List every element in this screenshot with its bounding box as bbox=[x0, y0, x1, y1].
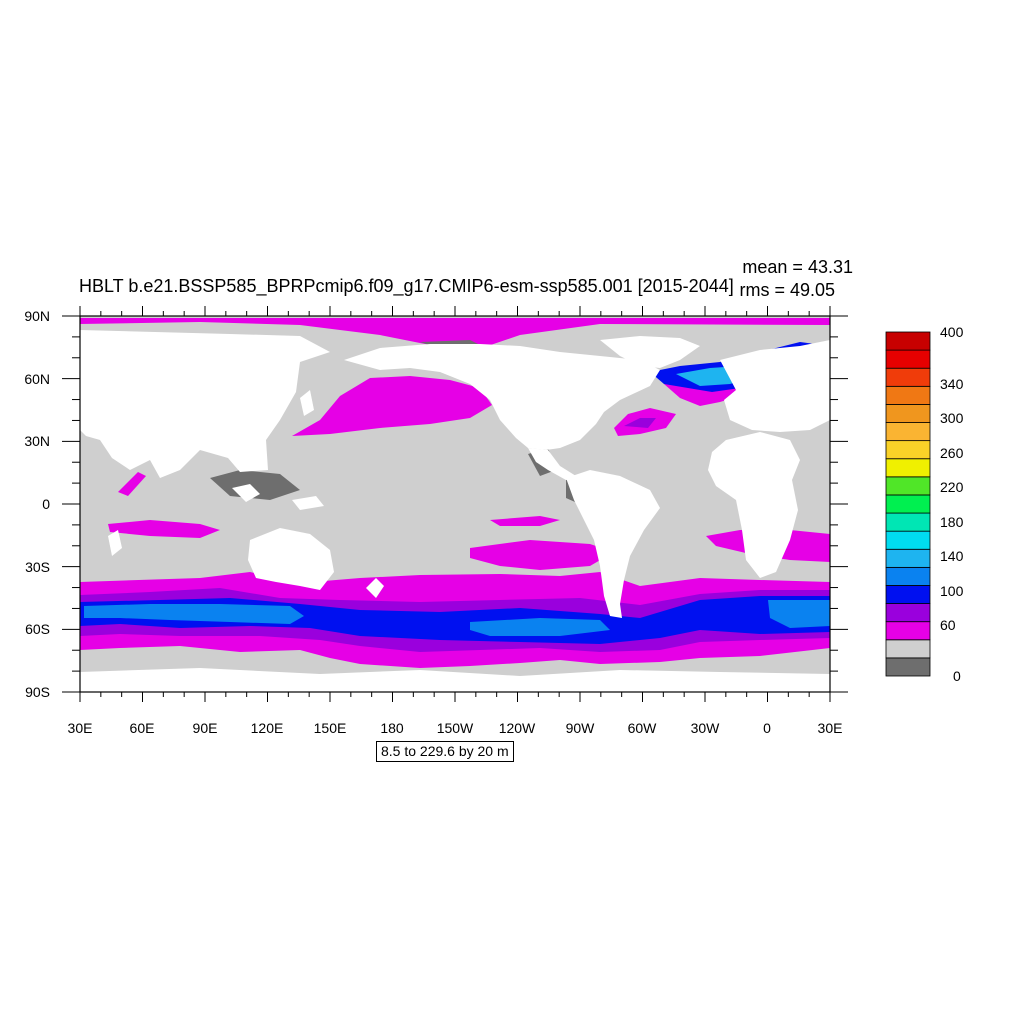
lat-label-90s: 90S bbox=[25, 684, 50, 700]
land-antarctica bbox=[80, 668, 830, 692]
lat-label-90n: 90N bbox=[24, 308, 50, 324]
lat-label-60n: 60N bbox=[24, 371, 50, 387]
lon-label-120w: 120W bbox=[498, 720, 536, 736]
land-south-america bbox=[566, 470, 660, 618]
colorbar-label-340: 340 bbox=[940, 376, 964, 392]
lon-label-30w: 30W bbox=[690, 720, 720, 736]
colorbar-label-300: 300 bbox=[940, 410, 964, 426]
colorbar-label-180: 180 bbox=[940, 514, 964, 530]
colorbar-box bbox=[885, 331, 931, 351]
lon-label-30e-east: 30E bbox=[817, 720, 843, 736]
lat-label-30s: 30S bbox=[25, 559, 50, 575]
colorbar-box bbox=[885, 512, 931, 532]
north-atlantic-purple bbox=[624, 418, 656, 428]
colorbar-box bbox=[885, 621, 931, 641]
colorbar-box bbox=[885, 385, 931, 405]
colorbar-label-400: 400 bbox=[940, 324, 964, 340]
land-madagascar bbox=[108, 530, 122, 556]
south-pacific-patch bbox=[470, 540, 614, 570]
colorbar-label-140: 140 bbox=[940, 548, 964, 564]
map-field bbox=[80, 316, 830, 692]
colorbar bbox=[885, 331, 931, 677]
land-africa bbox=[708, 432, 800, 578]
lon-label-90e: 90E bbox=[192, 720, 218, 736]
land-greenland bbox=[600, 336, 700, 368]
colorbar-box bbox=[885, 494, 931, 514]
map-title: HBLT b.e21.BSSP585_BPRPcmip6.f09_g17.CMI… bbox=[79, 276, 734, 296]
colorbar-box bbox=[885, 566, 931, 586]
colorbar-box bbox=[885, 639, 931, 659]
southern-azure-pacific bbox=[470, 618, 610, 636]
axis-ticks bbox=[62, 306, 848, 702]
southern-azure-band bbox=[84, 604, 304, 624]
land-japan bbox=[300, 390, 314, 416]
colorbar-box bbox=[885, 476, 931, 496]
colorbar-box bbox=[885, 349, 931, 369]
arabian-sea-patch bbox=[118, 472, 146, 496]
lon-label-180: 180 bbox=[380, 720, 404, 736]
southern-azure-indian bbox=[768, 600, 830, 628]
colorbar-box bbox=[885, 657, 931, 677]
colorbar-box bbox=[885, 422, 931, 442]
lon-label-120e: 120E bbox=[250, 720, 284, 736]
lon-label-60w: 60W bbox=[627, 720, 657, 736]
mean-value: mean = 43.31 bbox=[742, 257, 853, 277]
colorbar-box bbox=[885, 603, 931, 623]
land-borneo bbox=[232, 484, 260, 502]
land-australia bbox=[248, 528, 334, 590]
lon-label-30e: 30E bbox=[67, 720, 93, 736]
lat-label-30n: 30N bbox=[24, 433, 50, 449]
colorbar-label-220: 220 bbox=[940, 479, 964, 495]
colorbar-box bbox=[885, 458, 931, 478]
lat-label-60s: 60S bbox=[25, 621, 50, 637]
land-new-zealand bbox=[366, 578, 384, 598]
colorbar-label-260: 260 bbox=[940, 445, 964, 461]
lon-label-150w: 150W bbox=[436, 720, 474, 736]
colorbar-box bbox=[885, 548, 931, 568]
colorbar-label-60: 60 bbox=[940, 617, 956, 633]
colorbar-box bbox=[885, 367, 931, 387]
land-central-america bbox=[528, 448, 576, 480]
north-pacific-patch bbox=[292, 376, 492, 436]
lat-label-0: 0 bbox=[42, 496, 50, 512]
colorbar-box bbox=[885, 585, 931, 604]
land-new-guinea bbox=[292, 496, 324, 510]
colorbar-label-0: 0 bbox=[953, 668, 961, 684]
colorbar-box bbox=[885, 404, 931, 423]
rms-value: rms = 49.05 bbox=[739, 280, 835, 300]
indian-patch bbox=[108, 520, 220, 538]
colorbar-label-100: 100 bbox=[940, 583, 964, 599]
land-north-america bbox=[344, 344, 660, 450]
colorbar-box bbox=[885, 530, 931, 550]
arctic-shelf-band bbox=[80, 318, 830, 352]
colorbar-box bbox=[885, 440, 931, 460]
lon-label-150e: 150E bbox=[313, 720, 347, 736]
land-eurasia bbox=[80, 330, 330, 478]
lon-label-90w: 90W bbox=[565, 720, 595, 736]
lon-label-0: 0 bbox=[763, 720, 771, 736]
contour-range-box: 8.5 to 229.6 by 20 m bbox=[376, 741, 514, 762]
east-pacific-patch bbox=[490, 516, 560, 526]
dark-indonesia bbox=[210, 470, 300, 500]
land-europe bbox=[720, 340, 830, 432]
lon-label-60e: 60E bbox=[129, 720, 155, 736]
